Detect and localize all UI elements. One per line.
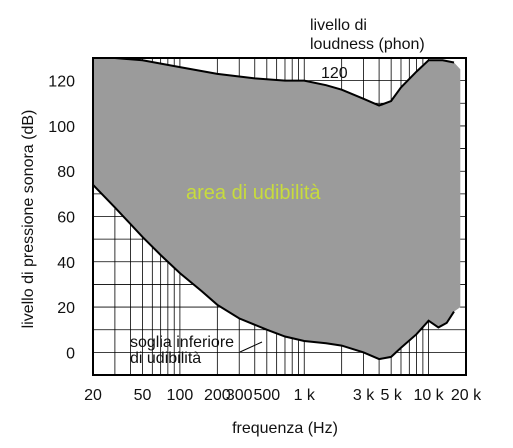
x-tick-label: 300 — [226, 387, 253, 404]
upper-curve-value-label: 120 — [321, 65, 348, 82]
threshold-curve — [92, 184, 455, 361]
threshold-label-leader — [239, 341, 263, 353]
upper-curve-label-line1: livello di — [310, 17, 367, 34]
y-tick-labels: 0 20 40 60 80 100 120 — [48, 74, 75, 363]
y-tick-label: 40 — [57, 255, 75, 272]
y-tick-label: 60 — [57, 210, 75, 227]
x-tick-label: 200 — [204, 387, 231, 404]
hearing-area-label: area di udibilità — [186, 182, 321, 204]
x-tick-label: 10 k — [413, 387, 444, 404]
x-tick-label: 50 — [134, 387, 152, 404]
hearing-area-fill — [93, 58, 461, 360]
threshold-label-line2: di udibilità — [130, 350, 201, 367]
y-axis-label: livello di pressione sonora (dB) — [20, 110, 37, 329]
x-tick-label: 1 k — [294, 387, 316, 404]
x-tick-label: 3 k — [353, 387, 375, 404]
x-axis-label: frequenza (Hz) — [232, 420, 338, 437]
y-tick-label: 20 — [57, 300, 75, 317]
y-tick-label: 0 — [66, 345, 75, 362]
y-tick-label: 120 — [48, 74, 75, 91]
x-tick-label: 100 — [167, 387, 194, 404]
x-tick-label: 20 — [84, 387, 102, 404]
x-tick-label: 5 k — [380, 387, 402, 404]
x-tick-label: 20 k — [451, 387, 482, 404]
x-tick-label: 500 — [253, 387, 280, 404]
y-tick-label: 100 — [48, 119, 75, 136]
upper-curve-label-line2: loudness (phon) — [310, 36, 425, 53]
loudness-curve-120 — [93, 57, 455, 107]
plot-frame — [92, 57, 467, 376]
threshold-label-line1: soglia inferiore — [130, 334, 234, 351]
y-tick-label: 80 — [57, 164, 75, 181]
